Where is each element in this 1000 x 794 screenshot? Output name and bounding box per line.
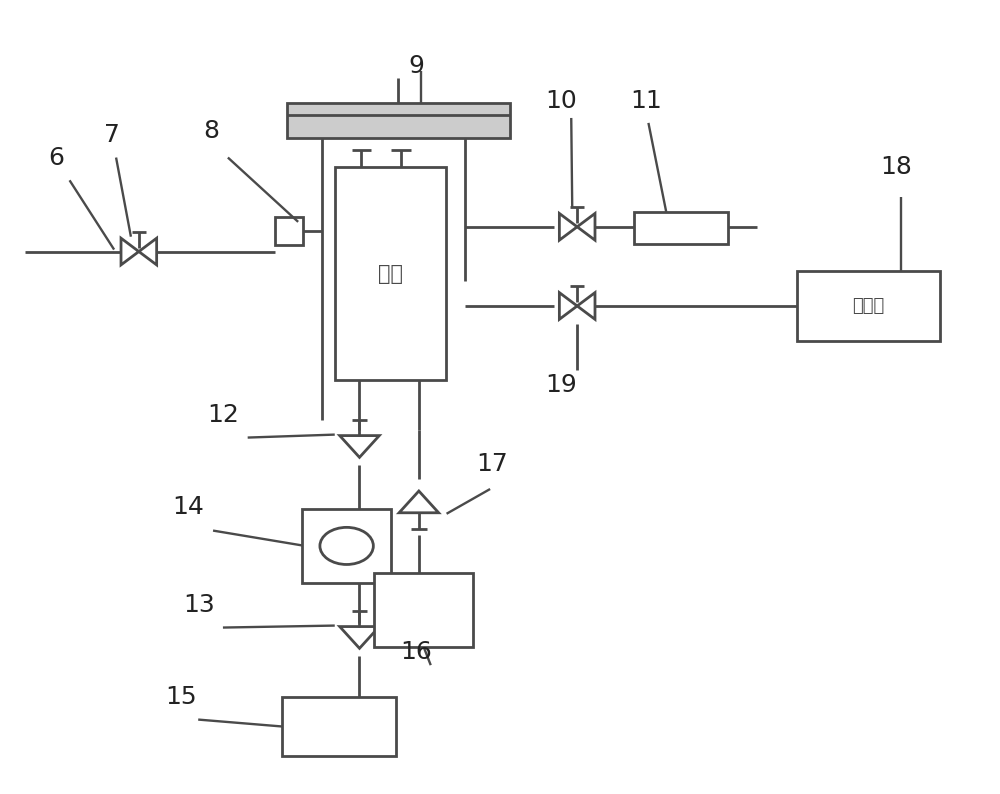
- Bar: [302, 509, 391, 583]
- Text: 7: 7: [104, 123, 120, 147]
- Text: 16: 16: [400, 640, 432, 665]
- Bar: [282, 697, 396, 756]
- Text: 15: 15: [166, 684, 197, 709]
- Text: 9: 9: [408, 53, 424, 78]
- Text: 17: 17: [476, 453, 508, 476]
- Text: 19: 19: [545, 373, 577, 397]
- Text: 13: 13: [183, 593, 215, 617]
- Text: 检漏仪: 检漏仪: [852, 297, 885, 315]
- Text: 电池: 电池: [378, 264, 403, 283]
- Bar: [335, 168, 446, 380]
- Bar: [634, 212, 728, 244]
- Text: 10: 10: [545, 89, 577, 113]
- Text: 8: 8: [203, 119, 219, 143]
- Text: 14: 14: [172, 495, 204, 518]
- Bar: [797, 272, 940, 341]
- Bar: [374, 573, 473, 647]
- Text: 12: 12: [207, 403, 239, 427]
- Text: 11: 11: [631, 89, 662, 113]
- Bar: [275, 217, 303, 245]
- Text: 6: 6: [49, 145, 65, 170]
- Text: 18: 18: [880, 156, 912, 179]
- Bar: [287, 103, 510, 137]
